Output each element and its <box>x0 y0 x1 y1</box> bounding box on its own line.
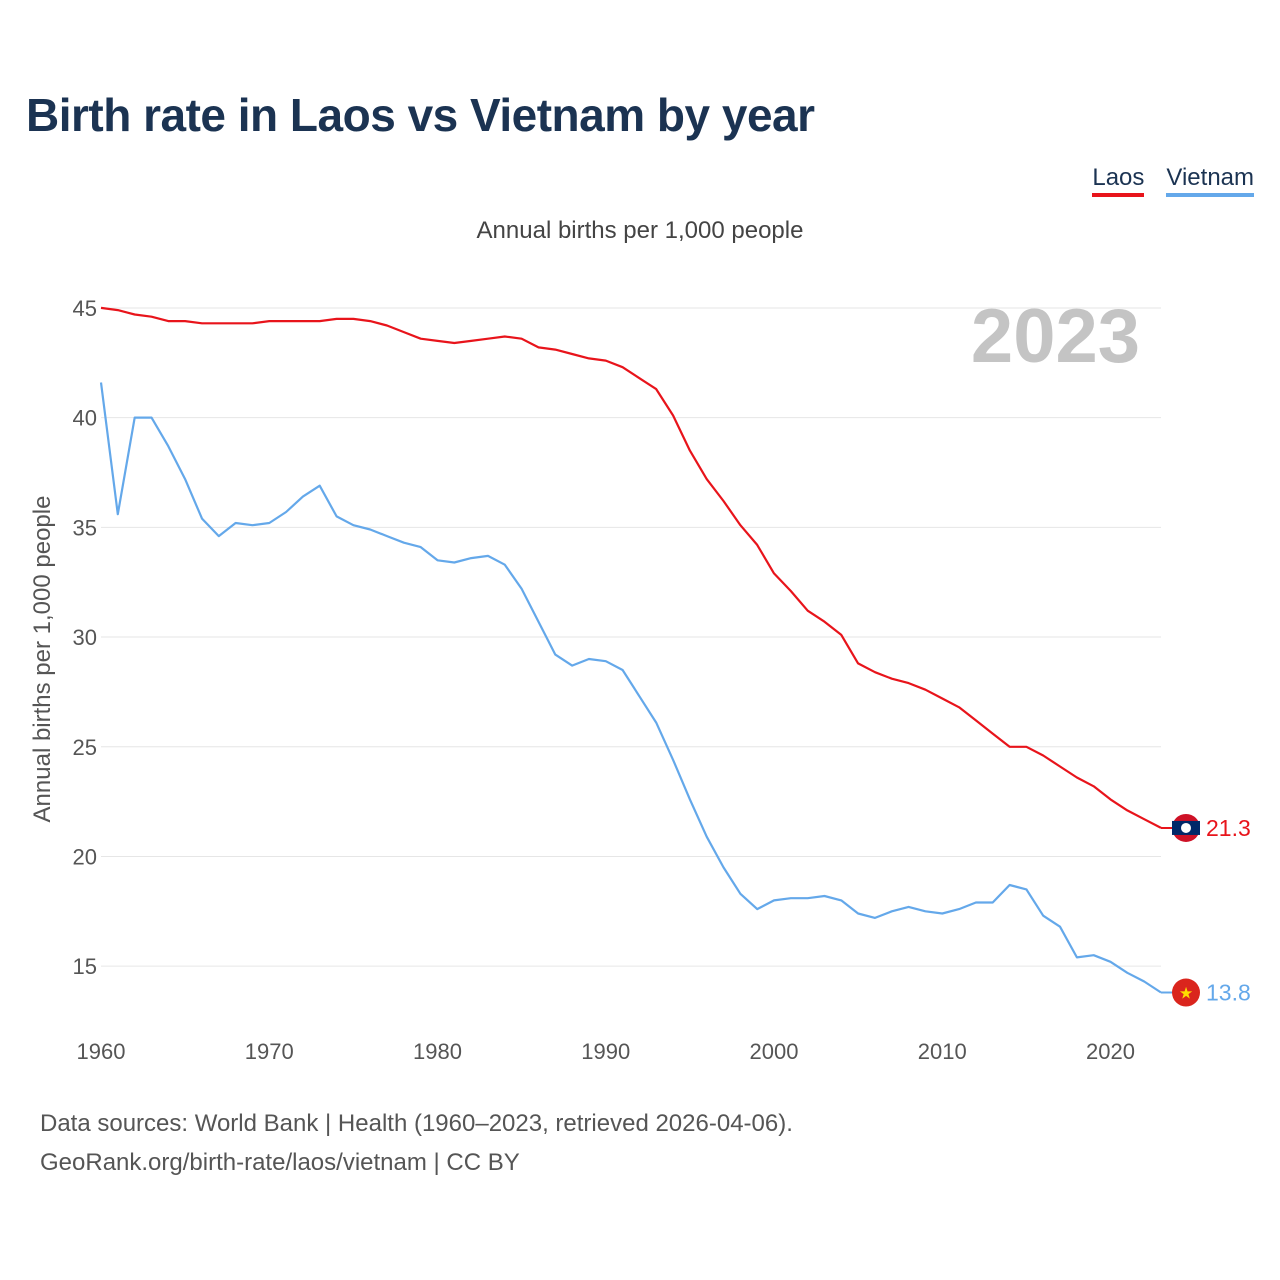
y-tick-label-40: 40 <box>73 406 97 431</box>
y-tick-label-30: 30 <box>73 625 97 650</box>
y-axis-label: Annual births per 1,000 people <box>29 496 56 823</box>
legend-item-laos[interactable]: Laos <box>1092 164 1145 197</box>
x-tick-label-1990: 1990 <box>581 1039 630 1064</box>
y-tick-label-45: 45 <box>73 296 97 321</box>
footer: Data sources: World Bank | Health (1960–… <box>40 1104 793 1182</box>
chart-subtitle: Annual births per 1,000 people <box>476 217 804 244</box>
y-tick-label-20: 20 <box>73 844 97 869</box>
series-line-laos <box>100 306 1162 829</box>
vietnam-flag-star: ★ <box>1179 984 1193 1003</box>
footer-source: Data sources: World Bank | Health (1960–… <box>40 1110 793 1137</box>
y-tick-label-15: 15 <box>73 954 97 979</box>
legend-item-vietnam[interactable]: Vietnam <box>1166 164 1254 197</box>
end-value-label-vietnam: 13.8 <box>1206 980 1251 1006</box>
y-tick-label-25: 25 <box>73 735 97 760</box>
x-tick-label-1980: 1980 <box>413 1039 462 1064</box>
year-label: 2023 <box>971 294 1140 379</box>
end-value-label-laos: 21.3 <box>1206 815 1251 841</box>
x-tick-label-1970: 1970 <box>245 1039 294 1064</box>
x-tick-label-2010: 2010 <box>918 1039 967 1064</box>
series-line-vietnam <box>99 382 1162 994</box>
vietnam-flag-icon <box>1172 978 1200 1007</box>
x-tick-label-2000: 2000 <box>750 1039 799 1064</box>
footer-link[interactable]: GeoRank.org/birth-rate/laos/vietnam | CC… <box>40 1149 520 1176</box>
line-chart: 15 20 25 30 35 40 45 1960 1970 1980 1990 2000 2010 20… <box>29 294 1251 1064</box>
x-tick-label-2020: 2020 <box>1086 1039 1135 1064</box>
x-tick-label-1960: 1960 <box>77 1039 126 1064</box>
laos-flag-disc <box>1181 822 1191 833</box>
legend: Laos Vietnam <box>1092 164 1254 197</box>
y-tick-label-35: 35 <box>73 515 97 540</box>
chart-title: Birth rate in Laos vs Vietnam by year <box>26 89 815 141</box>
